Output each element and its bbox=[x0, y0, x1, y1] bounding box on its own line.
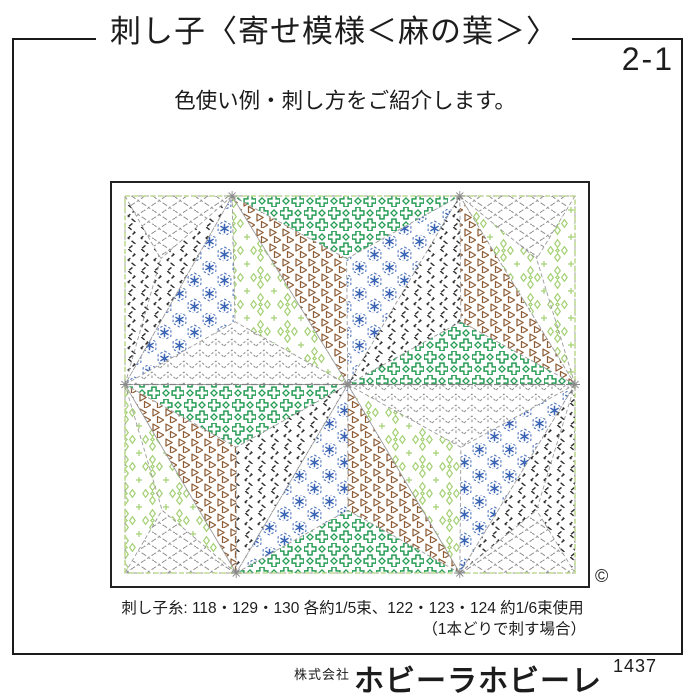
subtitle: 色使い例・刺し方をご紹介します。 bbox=[174, 89, 516, 113]
sashiko-pattern-diagram bbox=[110, 181, 590, 588]
company-prefix: 株式会社 bbox=[294, 667, 351, 682]
copyright-mark: © bbox=[595, 566, 609, 586]
thread-info: 刺し子糸: 118・129・130 各約1/5束、122・123・124 約1/… bbox=[115, 598, 590, 640]
thread-usage-line: 刺し子糸: 118・129・130 各約1/5束、122・123・124 約1/… bbox=[121, 600, 584, 617]
sashiko-pattern-svg bbox=[120, 191, 580, 578]
footer-logo: 株式会社 ホビーラホビーレ bbox=[294, 656, 602, 700]
page-title: 刺し子〈寄せ模様＜麻の葉＞〉 bbox=[96, 6, 572, 51]
sheet-number: 2-1 bbox=[621, 41, 674, 77]
thread-note-line: （1本どりで刺す場合） bbox=[422, 621, 586, 638]
sashiko-pattern-art bbox=[112, 183, 588, 591]
company-logo-text: ホビーラホビーレ bbox=[354, 665, 603, 698]
item-number: 1437 bbox=[613, 656, 658, 676]
